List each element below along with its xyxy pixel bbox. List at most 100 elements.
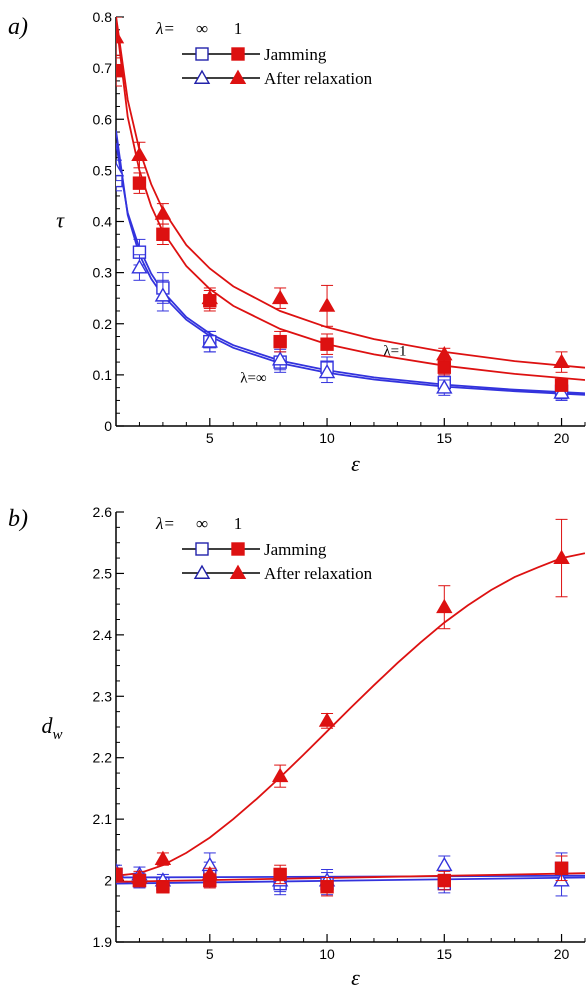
legend-header-col2: 1 bbox=[234, 19, 243, 38]
x-tick-label: 10 bbox=[319, 430, 335, 446]
data-point bbox=[320, 880, 334, 894]
x-tick-label: 10 bbox=[319, 946, 335, 962]
legend-header: λ= bbox=[155, 514, 175, 533]
data-point bbox=[116, 63, 123, 78]
data-point bbox=[437, 360, 451, 374]
panel-label: b) bbox=[8, 506, 28, 532]
data-point bbox=[156, 227, 170, 241]
y-tick-label: 0.3 bbox=[93, 265, 113, 281]
data-point bbox=[271, 351, 289, 366]
data-point bbox=[154, 287, 172, 302]
legend-header: λ= bbox=[155, 19, 175, 38]
data-point bbox=[436, 379, 453, 394]
x-tick-label: 15 bbox=[437, 946, 453, 962]
data-point bbox=[436, 346, 453, 361]
data-point bbox=[154, 205, 172, 220]
y-tick-label: 2.3 bbox=[93, 688, 113, 704]
y-tick-label: 0.4 bbox=[93, 214, 113, 230]
data-point bbox=[271, 289, 289, 305]
data-point bbox=[201, 289, 219, 305]
x-tick-label: 20 bbox=[554, 946, 570, 962]
chart-panel-2: b) 1.9 2 2.1 2.2 2.3 2.4 2.5 2.6 5 10 15 20 ε dw λ= ∞ 1 Ja… bbox=[8, 504, 586, 990]
fit-curve bbox=[116, 143, 585, 395]
curve-annotation: λ=1 bbox=[383, 343, 406, 359]
legend-marker bbox=[193, 69, 211, 84]
data-point bbox=[553, 549, 570, 565]
data-point bbox=[201, 866, 219, 881]
legend-label: Jamming bbox=[264, 540, 327, 559]
legend: λ= ∞ 1 Jamming After relaxation bbox=[155, 514, 373, 583]
y-tick-label: 0.2 bbox=[93, 316, 113, 332]
data-point bbox=[271, 767, 289, 783]
data-point bbox=[554, 378, 569, 392]
legend-marker bbox=[195, 542, 209, 556]
x-axis-label: ε bbox=[351, 965, 360, 990]
legend-marker bbox=[195, 47, 209, 61]
plot-area bbox=[116, 17, 585, 401]
data-point bbox=[436, 598, 453, 614]
legend-label: Jamming bbox=[264, 45, 327, 64]
legend-header-col1: ∞ bbox=[196, 514, 208, 533]
legend: λ= ∞ 1 Jamming After relaxation bbox=[155, 19, 373, 88]
panel-label: a) bbox=[8, 14, 28, 40]
y-tick-label: 2.4 bbox=[93, 627, 113, 643]
x-tick-label: 20 bbox=[554, 430, 570, 446]
x-tick-label: 5 bbox=[206, 946, 214, 962]
legend-marker bbox=[231, 47, 245, 61]
fit-curve bbox=[116, 876, 585, 885]
legend-header-col1: ∞ bbox=[196, 19, 208, 38]
data-point bbox=[116, 29, 125, 44]
data-point bbox=[553, 384, 570, 399]
x-axis-label: ε bbox=[351, 451, 360, 476]
fit-curve bbox=[116, 872, 585, 883]
y-tick-label: 1.9 bbox=[93, 934, 113, 950]
legend-marker bbox=[193, 564, 211, 579]
x-tick-label: 15 bbox=[437, 430, 453, 446]
y-tick-label: 0.8 bbox=[93, 9, 113, 25]
data-point bbox=[436, 856, 453, 872]
data-point bbox=[116, 161, 125, 177]
data-point bbox=[201, 333, 219, 348]
legend-marker bbox=[229, 69, 247, 84]
x-tick-label: 5 bbox=[206, 430, 214, 446]
data-point bbox=[131, 259, 148, 274]
plot-area bbox=[116, 518, 585, 897]
legend-marker bbox=[229, 564, 247, 579]
y-tick-label: 2 bbox=[104, 873, 112, 889]
fit-curve bbox=[116, 130, 585, 396]
legend-marker bbox=[231, 542, 245, 556]
fit-curve bbox=[116, 19, 585, 381]
data-point bbox=[131, 869, 148, 884]
data-point bbox=[132, 176, 147, 190]
legend-header-col2: 1 bbox=[234, 514, 243, 533]
data-point bbox=[320, 337, 334, 351]
data-point bbox=[156, 880, 170, 894]
data-point bbox=[318, 712, 336, 727]
legend-label: After relaxation bbox=[264, 69, 373, 88]
data-point bbox=[131, 146, 148, 161]
y-tick-label: 0 bbox=[104, 418, 112, 434]
data-point bbox=[437, 873, 451, 888]
y-tick-label: 2.6 bbox=[93, 504, 113, 520]
y-tick-label: 2.1 bbox=[93, 811, 113, 827]
y-tick-label: 0.1 bbox=[93, 367, 113, 383]
y-tick-label: 2.2 bbox=[93, 750, 113, 766]
y-tick-label: 2.5 bbox=[93, 565, 113, 581]
data-point bbox=[273, 867, 287, 882]
fit-curve bbox=[116, 552, 585, 877]
data-point bbox=[318, 297, 336, 312]
data-point bbox=[318, 363, 336, 379]
y-tick-label: 0.7 bbox=[93, 60, 113, 76]
data-point bbox=[154, 850, 172, 866]
curve-annotation: λ=∞ bbox=[240, 371, 266, 387]
data-point bbox=[554, 861, 569, 875]
legend-label: After relaxation bbox=[264, 564, 373, 583]
y-axis-label: dw bbox=[41, 713, 62, 743]
y-axis-label: τ bbox=[56, 208, 65, 233]
y-tick-label: 0.5 bbox=[93, 162, 113, 178]
chart-panel-1: a)00.10.20.30.40.50.60.70.85 10 15 20ετλ=1λ… bbox=[8, 9, 586, 476]
data-point bbox=[553, 353, 570, 369]
data-point bbox=[116, 866, 125, 881]
y-tick-label: 0.6 bbox=[93, 111, 113, 127]
